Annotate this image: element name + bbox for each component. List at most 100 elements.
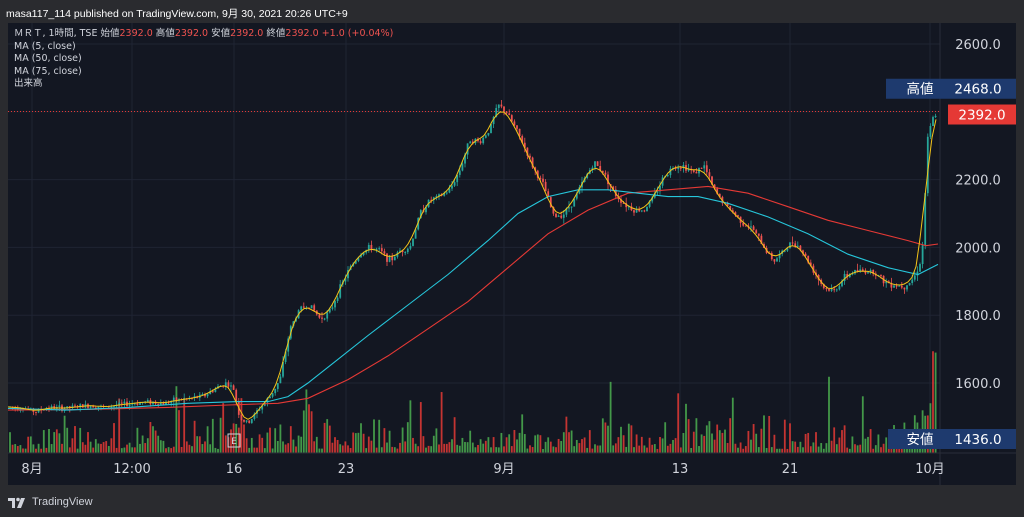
- candle-body: [929, 126, 932, 137]
- volume-bar: [604, 422, 607, 453]
- candle-body: [118, 402, 121, 406]
- candle-body: [544, 181, 547, 192]
- candle-body: [354, 260, 357, 264]
- legend-ma75[interactable]: MA (75, close): [14, 65, 82, 77]
- candle-body: [318, 314, 321, 318]
- volume-bar: [500, 432, 503, 453]
- candle-body: [794, 243, 797, 247]
- volume-bar: [271, 448, 274, 453]
- volume-bar: [201, 444, 204, 453]
- candle-body: [508, 113, 511, 116]
- volume-bar: [698, 446, 700, 453]
- volume-bar: [835, 444, 838, 453]
- candle-body: [835, 289, 838, 291]
- volume-bar: [341, 445, 344, 453]
- volume-bar: [674, 438, 677, 453]
- volume-bar: [739, 442, 742, 453]
- candle-body: [201, 394, 204, 396]
- volume-bar: [596, 445, 599, 453]
- volume-bar: [302, 410, 305, 453]
- y-tick-label: 2000.0: [955, 241, 1001, 256]
- candle-body: [193, 396, 196, 399]
- volume-bar: [682, 432, 685, 453]
- volume-bar: [742, 448, 745, 453]
- volume-bar: [425, 447, 427, 453]
- axis-bg: [940, 23, 1016, 485]
- candle-body: [284, 351, 287, 362]
- volume-bar: [872, 448, 875, 453]
- volume-bar: [115, 447, 118, 453]
- volume-bar: [27, 436, 30, 453]
- candle-body: [50, 406, 53, 409]
- volume-bar: [113, 423, 115, 453]
- candle-body: [334, 301, 336, 308]
- candle-body: [461, 163, 464, 171]
- candle-body: [165, 402, 167, 405]
- volume-bar: [695, 418, 698, 453]
- volume-bar: [159, 440, 162, 453]
- candle-body: [869, 269, 872, 273]
- volume-bar: [492, 437, 495, 453]
- low-label-box: [888, 429, 1016, 449]
- volume-bar: [679, 447, 682, 453]
- chart-svg[interactable]: 2600.0 2200.0 2000.0 1800.0 1600.0 8月 12:00 16…: [7, 23, 1016, 485]
- volume-bar: [240, 398, 243, 453]
- volume-bar: [547, 437, 550, 453]
- candle-body: [555, 213, 557, 217]
- volume-bar: [521, 414, 524, 453]
- volume-bar: [796, 446, 799, 453]
- candle-body: [451, 185, 453, 189]
- legend-low: 2392.0: [230, 28, 264, 39]
- candle-body: [266, 398, 269, 403]
- volume-bar: [406, 422, 409, 453]
- candle-body: [856, 270, 859, 272]
- candle-body: [521, 136, 524, 143]
- volume-bar: [711, 433, 713, 453]
- volume-bar: [466, 442, 469, 453]
- candle-body: [274, 388, 277, 394]
- volume-bar: [464, 441, 466, 453]
- legend-ma5[interactable]: MA (5, close): [14, 40, 76, 52]
- volume-bar: [162, 440, 165, 453]
- volume-bar: [367, 436, 370, 453]
- chart-area[interactable]: 2600.0 2200.0 2000.0 1800.0 1600.0 8月 12:00 16…: [7, 23, 1016, 485]
- candle-body: [633, 210, 635, 213]
- volume-bar: [22, 448, 24, 453]
- legend-volume[interactable]: 出来高: [14, 78, 43, 89]
- volume-bar: [672, 439, 674, 453]
- candle-body: [573, 198, 576, 207]
- candle-body: [848, 274, 851, 278]
- volume-bar: [851, 436, 854, 453]
- volume-bar: [653, 444, 656, 453]
- candle-body: [71, 405, 74, 408]
- volume-bar: [825, 443, 828, 453]
- volume-bar: [401, 427, 404, 453]
- legend-ma50[interactable]: MA (50, close): [14, 53, 82, 64]
- candle-body: [578, 187, 581, 194]
- candle-body: [674, 167, 677, 170]
- candle-body: [419, 210, 422, 219]
- candle-body: [89, 405, 92, 408]
- candle-body: [391, 256, 394, 261]
- y-tick-label: 1800.0: [955, 309, 1001, 324]
- candle-body: [510, 115, 513, 122]
- volume-bar: [310, 411, 313, 453]
- candle-body: [825, 288, 828, 290]
- last-price-box: [948, 104, 1016, 125]
- candle-body: [843, 273, 846, 282]
- volume-bar: [505, 437, 508, 453]
- candle-body: [159, 402, 162, 405]
- candle-body: [705, 165, 708, 173]
- candle-body: [157, 403, 160, 405]
- candle-body: [323, 318, 326, 320]
- candle-body: [640, 210, 643, 212]
- volume-bar: [9, 432, 11, 453]
- candle-body: [656, 191, 659, 193]
- volume-bar: [412, 437, 414, 453]
- candle-body: [435, 196, 438, 198]
- volume-bar: [614, 443, 617, 453]
- volume-bar: [393, 447, 396, 453]
- volume-bar: [178, 410, 180, 453]
- candle-body: [776, 258, 778, 262]
- volume-bar: [828, 376, 830, 453]
